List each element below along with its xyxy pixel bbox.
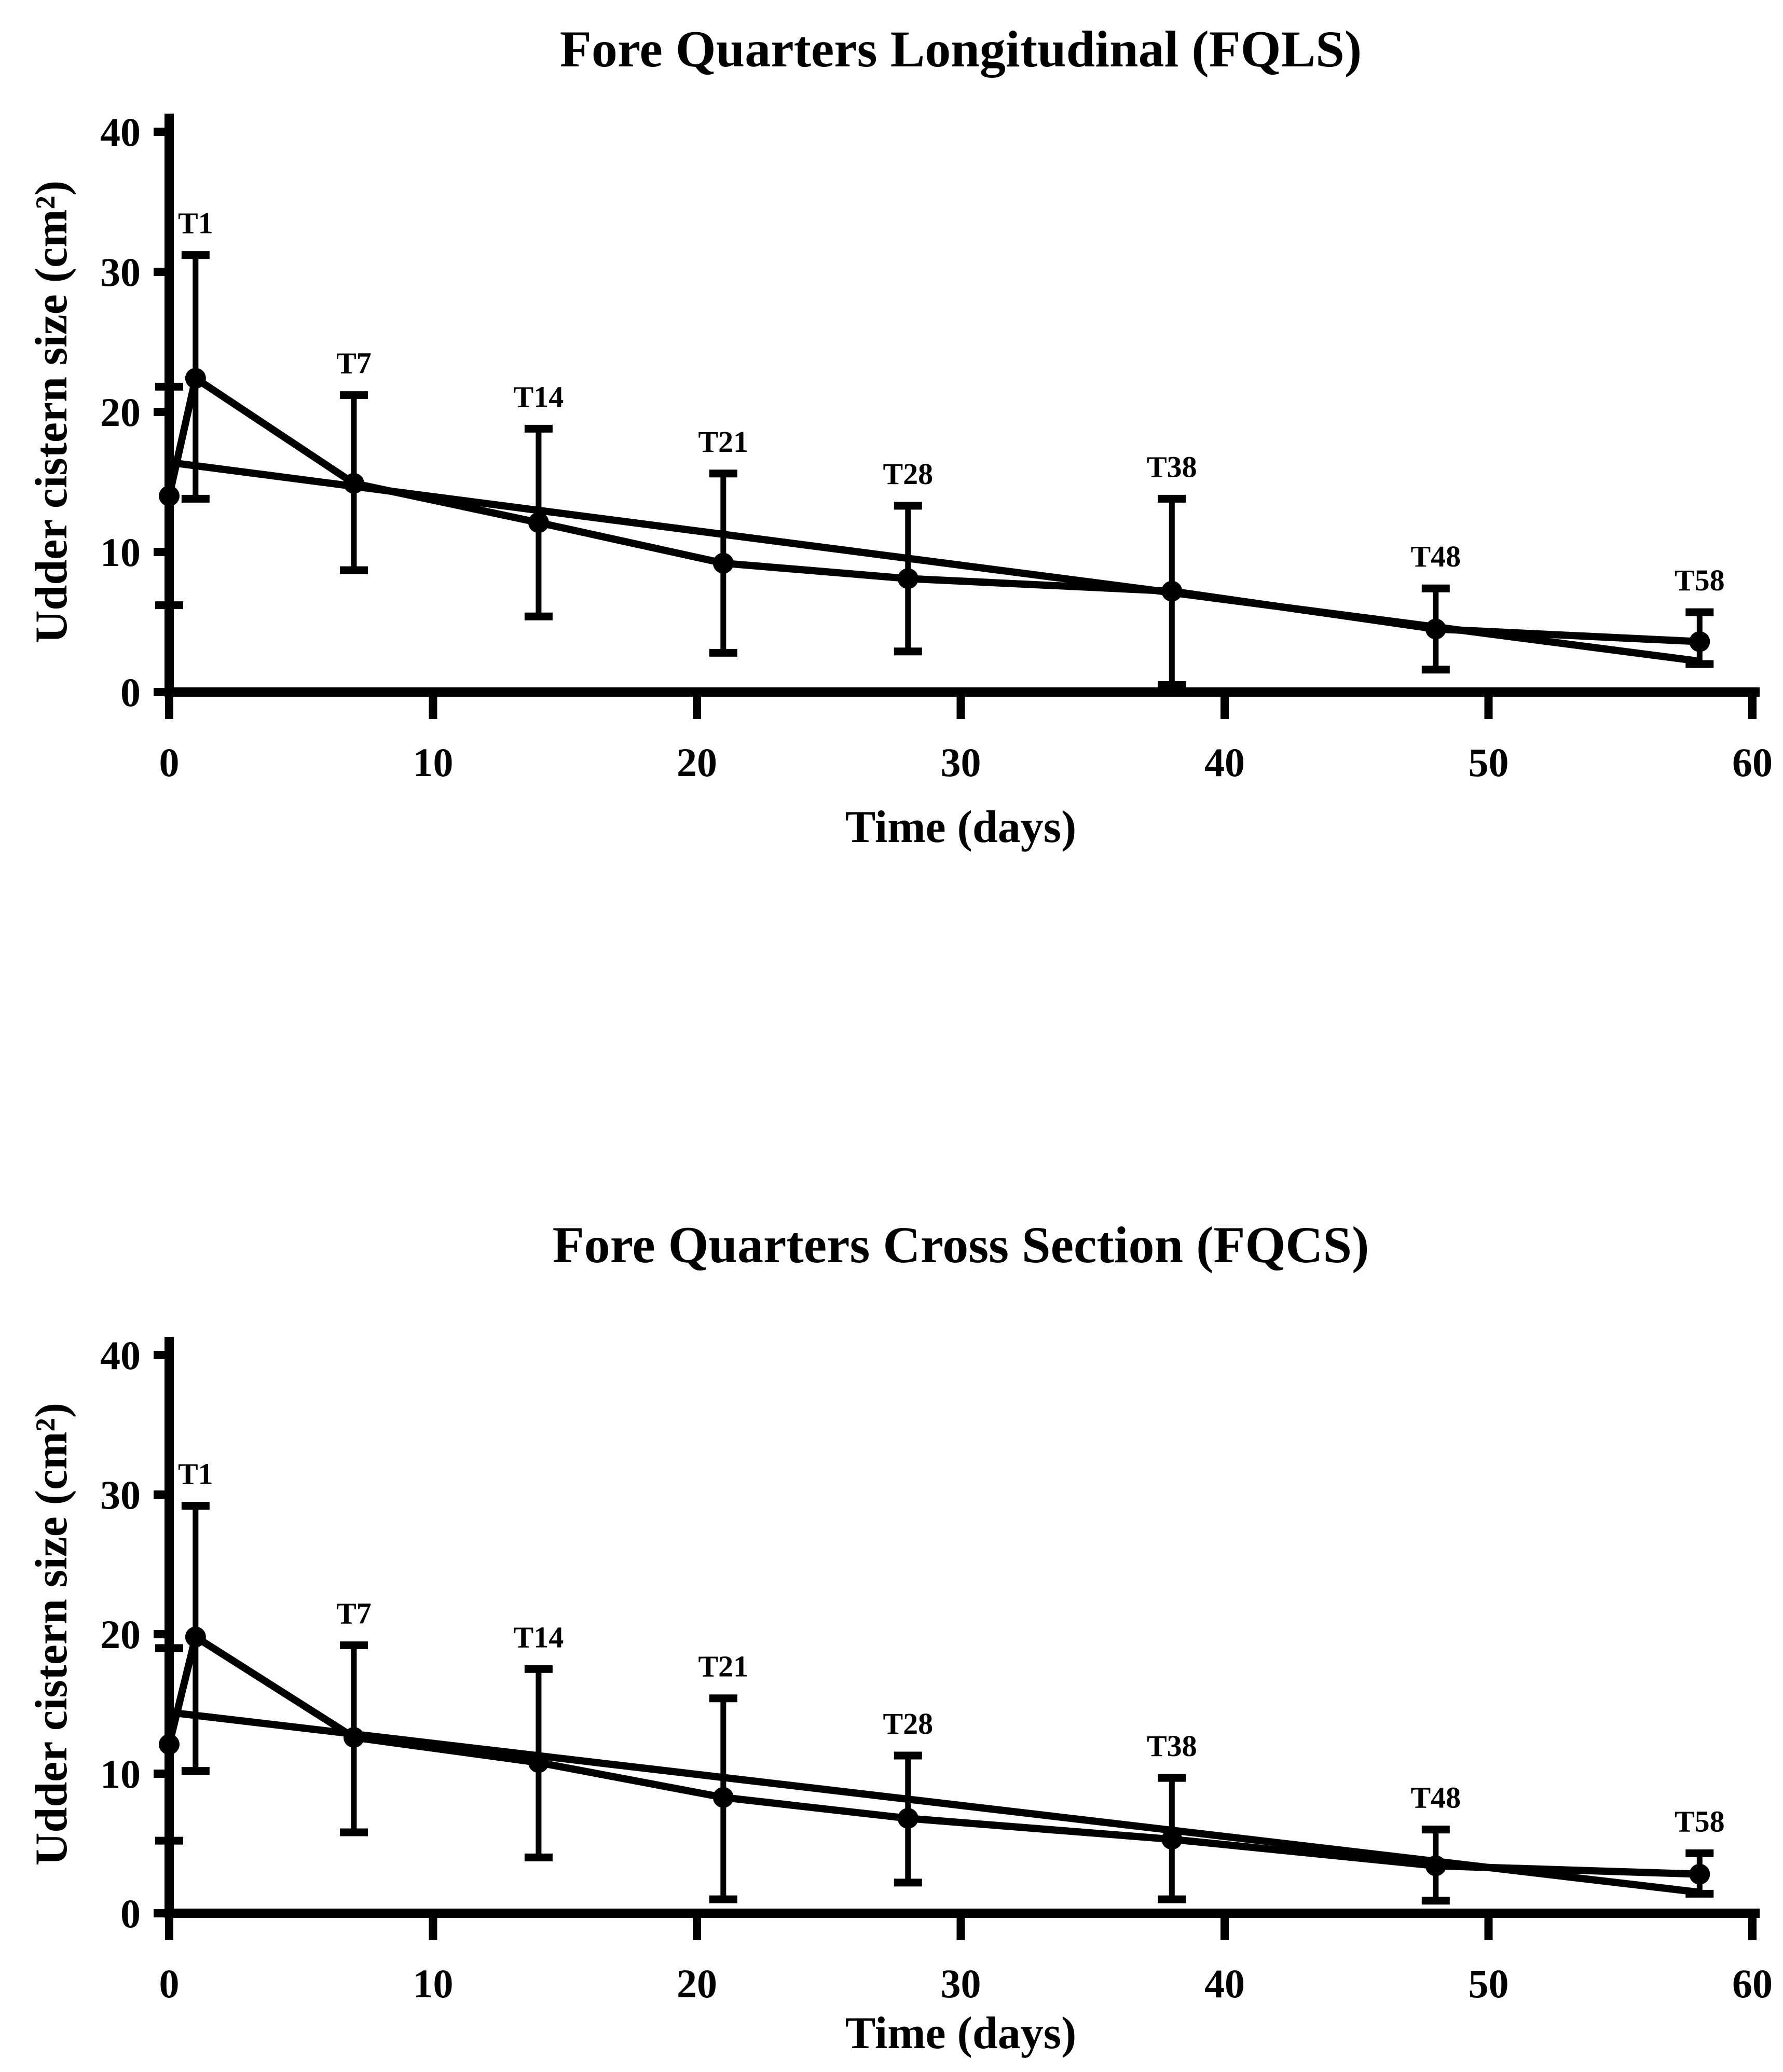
data-point-marker: [528, 1752, 549, 1773]
data-point-marker: [1689, 631, 1710, 652]
x-tick-label: 50: [1469, 1961, 1509, 2006]
y-tick-label: 0: [120, 670, 141, 715]
data-point-marker: [343, 1727, 364, 1748]
y-tick-label: 40: [100, 1333, 141, 1378]
y-tick-label: 30: [100, 1472, 141, 1517]
x-axis-title-fqcs: Time (days): [845, 2008, 1077, 2059]
x-tick-label: 30: [941, 740, 981, 785]
x-tick-label: 10: [413, 740, 454, 785]
y-tick-label: 10: [100, 530, 141, 575]
x-tick-label: 30: [941, 1961, 981, 2006]
data-point-marker: [712, 552, 734, 574]
point-label: T28: [883, 1707, 933, 1741]
x-tick-label: 0: [159, 740, 180, 785]
data-line: [166, 372, 1700, 645]
point-label: T28: [883, 457, 933, 491]
y-axis-title-fqls: Udder cistern size (cm²): [26, 180, 77, 644]
data-line: [166, 1631, 1700, 1878]
y-tick-label: 40: [100, 109, 141, 155]
x-tick-label: 60: [1732, 1961, 1773, 2006]
x-tick-label: 40: [1204, 740, 1245, 785]
data-point-marker: [712, 1787, 734, 1808]
data-point-marker: [528, 512, 549, 533]
data-point-marker: [343, 473, 364, 494]
x-tick-label: 10: [413, 1961, 454, 2006]
data-point-marker: [185, 1626, 206, 1648]
point-label: T21: [698, 425, 749, 459]
data-point-marker: [185, 368, 206, 389]
point-label: T58: [1675, 563, 1725, 597]
point-label: T38: [1147, 1729, 1197, 1763]
data-point-marker: [1425, 618, 1446, 640]
x-tick-label: 20: [677, 1961, 717, 2006]
y-tick-label: 20: [100, 1612, 141, 1657]
y-tick-label: 10: [100, 1751, 141, 1797]
point-label: T14: [514, 1620, 564, 1654]
x-tick-label: 0: [159, 1961, 180, 2006]
data-point-marker: [159, 486, 180, 506]
x-tick-label: 60: [1732, 740, 1773, 785]
point-label: T1: [178, 1457, 213, 1491]
y-tick-label: 20: [100, 390, 141, 435]
point-label: T48: [1410, 1781, 1461, 1815]
x-axis-title-fqls: Time (days): [845, 802, 1077, 852]
point-label: T1: [178, 206, 213, 240]
x-tick-label: 20: [677, 740, 717, 785]
data-point-marker: [1689, 1863, 1710, 1885]
y-axis-title-fqcs: Udder cistern size (cm²): [26, 1402, 77, 1866]
data-point-marker: [1425, 1855, 1446, 1876]
point-label: T48: [1410, 540, 1461, 573]
point-label: T21: [698, 1650, 749, 1683]
y-tick-label: 0: [120, 1891, 141, 1936]
y-tick-label: 30: [100, 250, 141, 295]
data-point-marker: [897, 568, 918, 589]
data-point-marker: [159, 1734, 180, 1755]
x-tick-label: 40: [1204, 1961, 1245, 2006]
point-label: T58: [1675, 1804, 1725, 1838]
point-label: T7: [336, 347, 372, 380]
data-point-marker: [1161, 1829, 1183, 1850]
chart-title-fqcs: Fore Quarters Cross Section (FQCS): [552, 1216, 1369, 1274]
data-point-marker: [897, 1808, 918, 1829]
point-label: T14: [514, 380, 564, 413]
point-label: T38: [1147, 450, 1197, 484]
point-label: T7: [336, 1597, 372, 1631]
data-point-marker: [1161, 581, 1183, 602]
chart-title-fqls: Fore Quarters Longitudinal (FQLS): [559, 20, 1362, 78]
x-tick-label: 50: [1469, 740, 1509, 785]
